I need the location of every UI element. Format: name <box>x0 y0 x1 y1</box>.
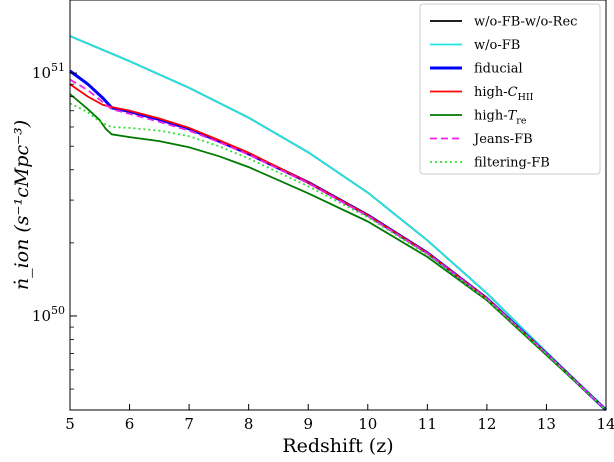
y-axis: 1051 1050 <box>32 0 77 390</box>
x-tick-label: 13 <box>537 415 556 433</box>
plot-frame <box>69 0 607 411</box>
y-axis-label: ṅ_ion (s⁻¹cMpc⁻³) <box>11 120 33 290</box>
x-tick-label: 11 <box>418 415 437 433</box>
legend-box <box>419 3 601 175</box>
legend: w/o-FB-w/o-Rec w/o-FB fiducial high-CHII hig… <box>419 3 601 175</box>
x-axis: 5 6 7 8 9 10 11 12 13 14 <box>65 404 614 433</box>
series-line-4 <box>69 93 607 411</box>
legend-label: Jeans-FB <box>472 132 533 147</box>
legend-label: fiducial <box>474 62 523 77</box>
legend-label: w/o-FB <box>474 38 520 53</box>
x-tick-label: 9 <box>303 415 313 433</box>
x-tick-label: 8 <box>244 415 254 433</box>
legend-label: filtering-FB <box>474 156 550 171</box>
y-tick-label: 1050 <box>32 304 65 325</box>
series-line-1 <box>69 35 607 411</box>
x-tick-label: 10 <box>358 415 377 433</box>
legend-label: w/o-FB-w/o-Rec <box>474 15 577 30</box>
x-tick-label: 6 <box>125 415 135 433</box>
y-tick-label: 1051 <box>32 61 65 82</box>
x-tick-label: 14 <box>596 415 614 433</box>
legend-label: high-Tre <box>474 109 527 127</box>
x-tick-label: 7 <box>184 415 194 433</box>
x-tick-label: 12 <box>477 415 496 433</box>
x-axis-label: Redshift (z) <box>282 435 393 457</box>
x-tick-label: 5 <box>65 415 75 433</box>
series-layer <box>69 35 608 412</box>
legend-label: high-CHII <box>474 85 534 103</box>
